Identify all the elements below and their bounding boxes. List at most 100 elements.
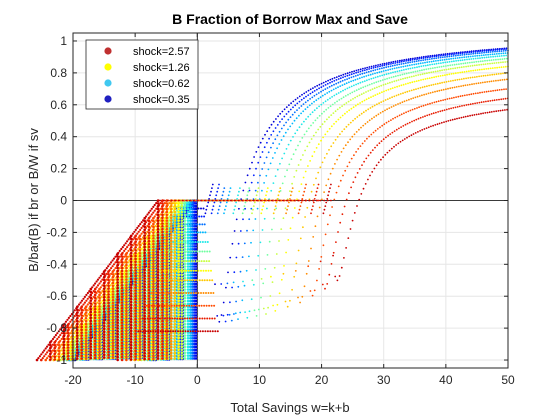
data-point [274,310,277,312]
data-point [173,245,177,248]
data-point [177,222,180,225]
data-point [180,250,184,254]
data-point [274,152,276,154]
data-point [173,248,177,251]
data-point [381,67,383,70]
data-point [364,67,366,69]
data-point [191,210,194,214]
data-point [287,239,290,241]
data-point [372,67,375,69]
data-point [208,260,211,263]
data-point [186,225,190,228]
data-point [173,268,177,271]
data-point [96,301,99,304]
data-point [500,61,502,64]
data-point [444,54,447,56]
data-point [309,160,311,162]
data-point [315,99,318,102]
data-point [191,262,194,266]
data-point [190,260,193,263]
data-point [402,83,405,86]
data-point [389,97,391,99]
data-point [266,207,268,210]
data-point [186,351,190,355]
data-point [191,219,194,222]
data-point [378,85,380,88]
data-point [347,93,349,96]
data-point [274,127,277,129]
data-point [466,58,468,61]
data-point [183,311,187,314]
data-point [304,101,307,104]
data-point [304,108,307,111]
data-point [387,88,390,91]
data-point [192,227,196,231]
data-point [349,121,352,124]
data-point [193,250,196,253]
data-point [191,225,194,228]
data-point [261,189,263,192]
data-point [373,87,376,90]
data-point [329,81,331,84]
data-point [441,59,444,61]
data-point [194,337,198,340]
data-point [394,64,396,67]
data-point [177,225,180,228]
chart-title: B Fraction of Borrow Max and Save [172,11,408,27]
data-point [186,256,190,260]
data-point [376,93,379,95]
data-point [230,319,233,322]
data-point [390,76,393,79]
data-point [194,348,198,352]
data-point [421,69,423,72]
data-point [253,201,256,204]
data-point [321,161,324,164]
data-point [398,70,401,72]
data-point [180,262,184,266]
data-point [192,337,196,340]
data-point [191,233,194,237]
data-point [348,81,350,84]
data-point [491,62,494,65]
data-point [426,56,429,59]
data-point [183,204,187,208]
data-point [316,107,318,110]
data-point [173,207,177,211]
data-point [186,227,190,231]
data-point [478,75,480,78]
data-point [205,260,208,263]
data-point [186,285,190,288]
data-point [241,256,244,258]
data-point [383,73,386,76]
data-point [322,89,324,92]
data-point [371,73,374,75]
data-point [193,279,196,282]
data-point [173,253,177,257]
data-point [399,93,402,95]
data-point [183,202,187,205]
data-point [173,337,177,340]
data-point [477,82,480,85]
data-point [192,282,196,286]
data-point [192,248,196,251]
data-point [497,58,499,61]
data-point [183,248,187,251]
data-point [263,182,265,184]
data-point [437,57,440,59]
data-point [248,310,251,313]
data-point [436,82,439,85]
data-point [354,117,356,120]
data-point [312,134,315,137]
data-point [246,316,249,319]
data-point [191,339,194,343]
data-point [235,300,238,303]
data-point [244,201,247,204]
data-points [35,47,509,362]
data-point [456,66,459,69]
data-point [429,67,432,70]
data-point [426,85,428,88]
data-point [472,57,475,60]
data-point [419,73,422,76]
data-point [337,92,340,94]
data-point [265,313,267,315]
